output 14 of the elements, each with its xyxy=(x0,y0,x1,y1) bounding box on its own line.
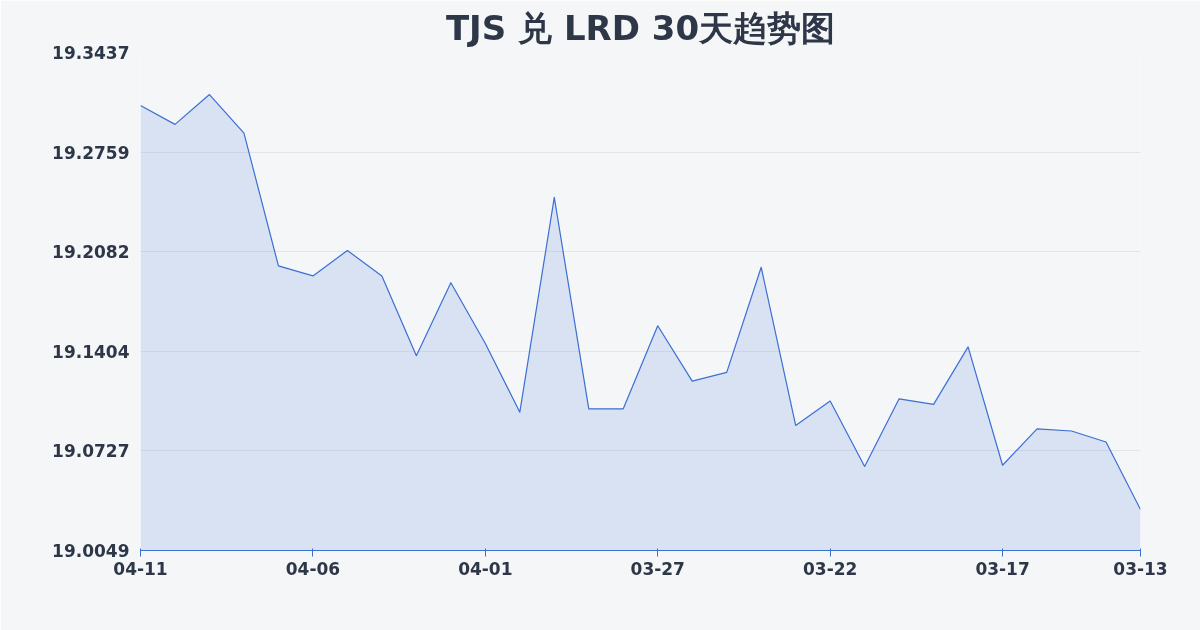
y-tick-label: 19.0049 xyxy=(52,541,130,561)
x-tick-label: 04-11 xyxy=(113,558,168,579)
x-tick-label: 04-06 xyxy=(285,558,341,579)
y-tick-label: 19.3437 xyxy=(52,43,130,63)
x-tick-label: 04-01 xyxy=(458,558,513,579)
x-tick-label: 03-13 xyxy=(1113,558,1168,579)
y-tick-label: 19.2082 xyxy=(52,242,130,263)
chart-title: TJS 兑 LRD 30天趋势图 xyxy=(445,7,836,48)
x-tick-label: 03-27 xyxy=(630,558,685,579)
y-tick-label: 19.0727 xyxy=(52,441,130,462)
y-tick-label: 19.2759 xyxy=(52,142,130,163)
x-tick-label: 03-22 xyxy=(802,558,858,579)
y-tick-label: 19.1404 xyxy=(52,341,130,362)
x-tick-label: 03-17 xyxy=(975,558,1030,579)
